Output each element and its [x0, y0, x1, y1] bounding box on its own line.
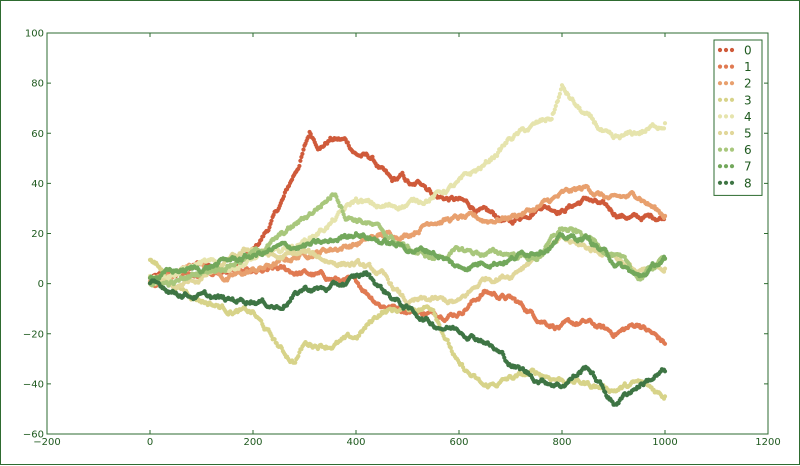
- series-4-point: [495, 153, 500, 158]
- series-layer: [147, 83, 668, 407]
- legend-label-0: 0: [744, 44, 752, 58]
- series-3-point: [296, 354, 301, 359]
- legend-marker-3: [723, 97, 729, 102]
- y-tick-label: 100: [25, 29, 44, 40]
- series-6-point: [336, 200, 341, 205]
- series-2-point: [662, 213, 668, 219]
- legend-marker-2: [723, 81, 729, 86]
- series-3-point: [293, 360, 298, 365]
- legend-marker-7: [723, 164, 729, 169]
- legend-label-6: 6: [744, 143, 752, 157]
- series-5-point: [385, 277, 390, 282]
- series-4-point: [661, 126, 667, 131]
- y-tick-label: 60: [31, 129, 44, 140]
- x-tick-label: 400: [346, 437, 365, 448]
- series-4-point: [555, 98, 561, 104]
- legend-marker-8: [717, 180, 723, 185]
- legend-marker-6: [729, 147, 735, 152]
- series-3-point: [460, 362, 465, 367]
- series-0-point: [370, 154, 375, 159]
- legend-marker-5: [729, 130, 735, 136]
- legend-marker-4: [723, 114, 729, 119]
- series-3-point: [433, 313, 438, 318]
- legend-marker-6: [717, 147, 723, 152]
- series-4: [147, 83, 668, 282]
- series-4-point: [590, 117, 596, 122]
- legend-marker-4: [717, 114, 723, 119]
- legend-marker-2: [717, 81, 723, 86]
- legend: 0 1 2 3 4 5 6 7 8: [713, 39, 763, 196]
- series-3-point: [662, 394, 668, 399]
- legend-marker-1: [717, 64, 723, 69]
- legend-marker-5: [723, 130, 729, 136]
- series-0-point: [345, 140, 350, 145]
- series-3-point: [272, 337, 277, 342]
- x-tick-label: 0: [147, 437, 153, 448]
- legend-marker-5: [717, 130, 723, 136]
- series-0-point: [269, 218, 274, 223]
- series-0-point: [267, 225, 272, 230]
- series-3-point: [445, 337, 450, 343]
- series-4-point: [556, 95, 562, 100]
- series-4-point: [662, 121, 668, 126]
- legend-marker-8: [729, 180, 735, 185]
- legend-marker-0: [729, 47, 735, 53]
- series-4-point: [557, 91, 563, 96]
- series-3-point: [269, 333, 274, 338]
- y-tick-label: 40: [31, 179, 44, 190]
- series-0-point: [297, 163, 302, 169]
- legend-marker-4: [729, 114, 735, 119]
- legend-label-3: 3: [744, 93, 752, 107]
- series-4-point: [552, 107, 557, 112]
- series-5-point: [662, 266, 668, 271]
- series-0-point: [300, 151, 305, 156]
- series-0-point: [308, 131, 313, 137]
- series-6-point: [339, 205, 344, 210]
- legend-marker-3: [729, 97, 735, 102]
- legend-marker-2: [729, 81, 735, 86]
- series-0-point: [281, 194, 286, 199]
- series-0-point: [301, 147, 306, 152]
- legend-label-1: 1: [744, 60, 752, 74]
- y-tick-label: −60: [23, 430, 44, 441]
- y-tick-label: −20: [23, 329, 44, 340]
- legend-label-4: 4: [744, 110, 752, 124]
- legend-label-2: 2: [744, 77, 752, 91]
- series-4-point: [549, 116, 554, 122]
- series-0-point: [298, 158, 303, 163]
- legend-label-8: 8: [744, 176, 752, 190]
- x-tick-label: 200: [243, 437, 262, 448]
- y-tick-label: −40: [23, 379, 44, 390]
- x-tick-label: 1000: [652, 437, 677, 448]
- legend-label-5: 5: [744, 127, 752, 141]
- series-3-point: [448, 345, 453, 350]
- x-tick-label: 1200: [755, 437, 780, 448]
- legend-marker-0: [717, 47, 723, 53]
- y-tick-label: 20: [31, 229, 44, 240]
- series-7-point: [662, 256, 668, 261]
- legend-marker-7: [729, 164, 735, 169]
- series-4-point: [553, 103, 558, 109]
- x-tick-label: −200: [33, 437, 60, 448]
- y-tick-label: 0: [38, 279, 44, 290]
- series-3-point: [259, 318, 264, 323]
- legend-label-7: 7: [744, 160, 752, 174]
- legend-marker-1: [723, 64, 729, 69]
- legend-marker-6: [723, 147, 729, 152]
- series-3-point: [431, 308, 436, 313]
- legend-marker-7: [717, 164, 723, 169]
- x-tick-label: 600: [449, 437, 468, 448]
- legend-marker-0: [723, 47, 729, 53]
- series-5-point: [388, 281, 394, 286]
- legend-marker-8: [723, 180, 729, 185]
- series-1-point: [662, 341, 668, 346]
- legend-marker-1: [729, 64, 735, 69]
- legend-marker-3: [717, 97, 723, 102]
- series-8-point: [662, 369, 668, 374]
- x-tick-label: 800: [552, 437, 571, 448]
- y-tick-label: 80: [31, 79, 44, 90]
